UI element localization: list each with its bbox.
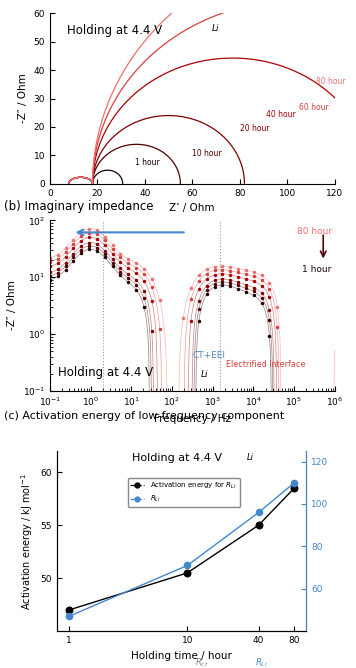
Text: Holding at 4.4 V: Holding at 4.4 V xyxy=(58,366,153,379)
X-axis label: Holding time / hour: Holding time / hour xyxy=(131,651,232,661)
Text: Li: Li xyxy=(201,370,208,379)
Activation energy for $R_{Li}$ xyxy=(257,521,261,529)
$R_{Li}$ xyxy=(67,613,71,621)
Text: 80 hour: 80 hour xyxy=(297,227,332,236)
Legend: Activation energy for $R_{Li}$, $R_{Li}$: Activation energy for $R_{Li}$, $R_{Li}$ xyxy=(128,478,240,507)
Text: Holding at 4.4 V: Holding at 4.4 V xyxy=(132,453,222,463)
Text: CT+EEI: CT+EEI xyxy=(192,351,225,360)
Text: 20 hour: 20 hour xyxy=(240,124,269,133)
Y-axis label: Activation energy / kJ mol$^{-1}$: Activation energy / kJ mol$^{-1}$ xyxy=(19,473,35,609)
Text: (b) Imaginary impedance: (b) Imaginary impedance xyxy=(4,200,153,213)
Text: 60 hour: 60 hour xyxy=(299,103,329,112)
Text: 40 hour: 40 hour xyxy=(266,110,295,119)
Line: Activation energy for $R_{Li}$: Activation energy for $R_{Li}$ xyxy=(66,485,297,613)
Activation energy for $R_{Li}$ xyxy=(67,606,71,614)
Y-axis label: -Z″ / Ohm: -Z″ / Ohm xyxy=(18,73,28,124)
Text: (c) Activation energy of low-frequency component: (c) Activation energy of low-frequency c… xyxy=(4,411,284,421)
Text: Li: Li xyxy=(246,453,253,462)
Text: 80 hour: 80 hour xyxy=(316,77,345,86)
Text: Li: Li xyxy=(212,23,220,33)
Text: Holding at 4.4 V: Holding at 4.4 V xyxy=(67,23,162,37)
Text: 1 hour: 1 hour xyxy=(302,265,332,274)
X-axis label: Z’ / Ohm: Z’ / Ohm xyxy=(169,203,215,213)
$R_{Li}$ xyxy=(257,508,261,516)
Text: $R_{ct}$: $R_{ct}$ xyxy=(195,657,208,668)
Line: $R_{Li}$: $R_{Li}$ xyxy=(66,480,297,619)
$R_{Li}$ xyxy=(185,562,189,570)
Y-axis label: -Z″ / Ohm: -Z″ / Ohm xyxy=(7,281,17,331)
X-axis label: Frequency / Hz: Frequency / Hz xyxy=(154,413,231,424)
Text: 10 hour: 10 hour xyxy=(192,150,222,158)
Text: Electrified Interface: Electrified Interface xyxy=(226,359,306,369)
Activation energy for $R_{Li}$ xyxy=(185,569,189,577)
Text: 1 hour: 1 hour xyxy=(135,158,160,167)
Text: $R_{Li}$: $R_{Li}$ xyxy=(255,657,268,668)
Activation energy for $R_{Li}$ xyxy=(292,484,297,492)
$R_{Li}$ xyxy=(292,479,297,487)
